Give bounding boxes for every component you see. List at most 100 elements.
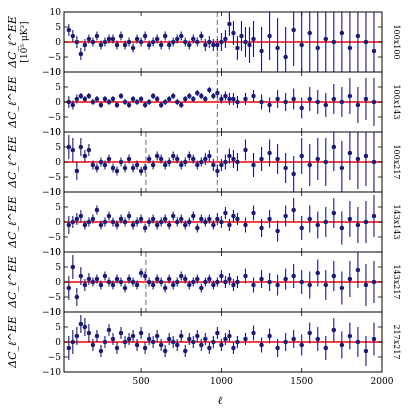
data-point <box>347 333 353 339</box>
data-point <box>90 162 96 168</box>
data-point <box>339 342 345 348</box>
y-tick-label: 0 <box>55 338 61 348</box>
data-point <box>138 330 144 336</box>
data-point <box>126 213 132 219</box>
data-point <box>355 33 361 39</box>
data-point <box>66 27 72 33</box>
data-point <box>315 222 321 228</box>
data-point <box>126 102 132 108</box>
data-point <box>174 36 180 42</box>
data-point <box>146 156 152 162</box>
y-axis-label: ΔC_ℓ^EE <box>6 16 19 69</box>
data-point <box>207 87 212 93</box>
data-point <box>227 222 232 228</box>
data-point <box>118 216 124 222</box>
data-point <box>122 219 128 225</box>
data-point <box>146 99 152 105</box>
data-point <box>259 99 264 105</box>
data-point <box>191 213 196 219</box>
data-point <box>94 207 100 213</box>
data-point <box>283 99 288 105</box>
data-point <box>170 213 176 219</box>
data-point <box>291 273 296 279</box>
data-point <box>178 273 184 279</box>
data-point <box>211 93 216 99</box>
y-tick-label: 0 <box>55 158 61 168</box>
data-point <box>102 219 108 225</box>
data-point <box>114 42 120 48</box>
data-point <box>166 276 172 282</box>
data-point <box>347 93 353 99</box>
data-point <box>219 342 224 348</box>
data-point <box>90 99 96 105</box>
data-point <box>283 213 288 219</box>
data-point <box>355 267 361 273</box>
panel-label: 100x143 <box>392 84 401 119</box>
data-point <box>251 330 256 336</box>
data-point <box>158 42 164 48</box>
data-point <box>114 168 120 174</box>
data-point <box>122 165 128 171</box>
data-point <box>251 162 256 168</box>
data-point <box>102 273 108 279</box>
data-points <box>66 252 377 306</box>
data-point <box>86 147 92 153</box>
data-point <box>78 213 84 219</box>
data-point <box>174 342 180 348</box>
data-point <box>315 336 321 342</box>
data-point <box>134 99 140 105</box>
y-tick-label: 5 <box>55 323 61 333</box>
data-point <box>235 159 240 165</box>
data-point <box>130 333 136 339</box>
data-point <box>215 90 220 96</box>
data-point <box>215 330 220 336</box>
data-point <box>199 33 204 39</box>
data-point <box>170 39 176 45</box>
data-point <box>347 45 353 51</box>
y-tick-label: −10 <box>42 188 61 198</box>
data-point <box>130 222 136 228</box>
data-point <box>299 105 304 111</box>
data-point <box>178 33 184 39</box>
data-point <box>339 30 345 36</box>
data-point <box>158 279 164 285</box>
data-point <box>166 96 172 102</box>
data-point <box>118 93 124 99</box>
data-point <box>86 276 92 282</box>
data-point <box>339 165 345 171</box>
data-point <box>102 162 108 168</box>
data-point <box>146 279 152 285</box>
data-point <box>78 273 84 279</box>
data-point <box>110 36 116 42</box>
data-point <box>114 345 120 351</box>
y-tick-label: −5 <box>48 173 62 183</box>
data-point <box>78 93 84 99</box>
data-point <box>363 39 369 45</box>
data-point <box>150 339 156 345</box>
data-point <box>223 336 228 342</box>
data-point <box>195 39 200 45</box>
data-point <box>299 153 304 159</box>
data-point <box>275 156 280 162</box>
data-point <box>339 225 345 231</box>
data-point <box>126 156 132 162</box>
data-point <box>178 216 184 222</box>
data-point <box>110 165 116 171</box>
data-point <box>154 222 160 228</box>
data-point <box>223 93 228 99</box>
panel-label: 143x143 <box>392 204 401 239</box>
data-point <box>166 222 172 228</box>
data-point <box>199 285 204 291</box>
data-point <box>191 279 196 285</box>
data-point <box>70 147 76 153</box>
y-tick-label: −5 <box>48 293 62 303</box>
y-tick-label: 5 <box>55 143 61 153</box>
data-point <box>94 333 100 339</box>
data-point <box>259 276 264 282</box>
data-point <box>259 225 264 231</box>
data-point <box>142 273 148 279</box>
data-point <box>70 102 76 108</box>
data-point <box>275 45 280 51</box>
data-point <box>118 33 124 39</box>
data-point <box>235 339 240 345</box>
